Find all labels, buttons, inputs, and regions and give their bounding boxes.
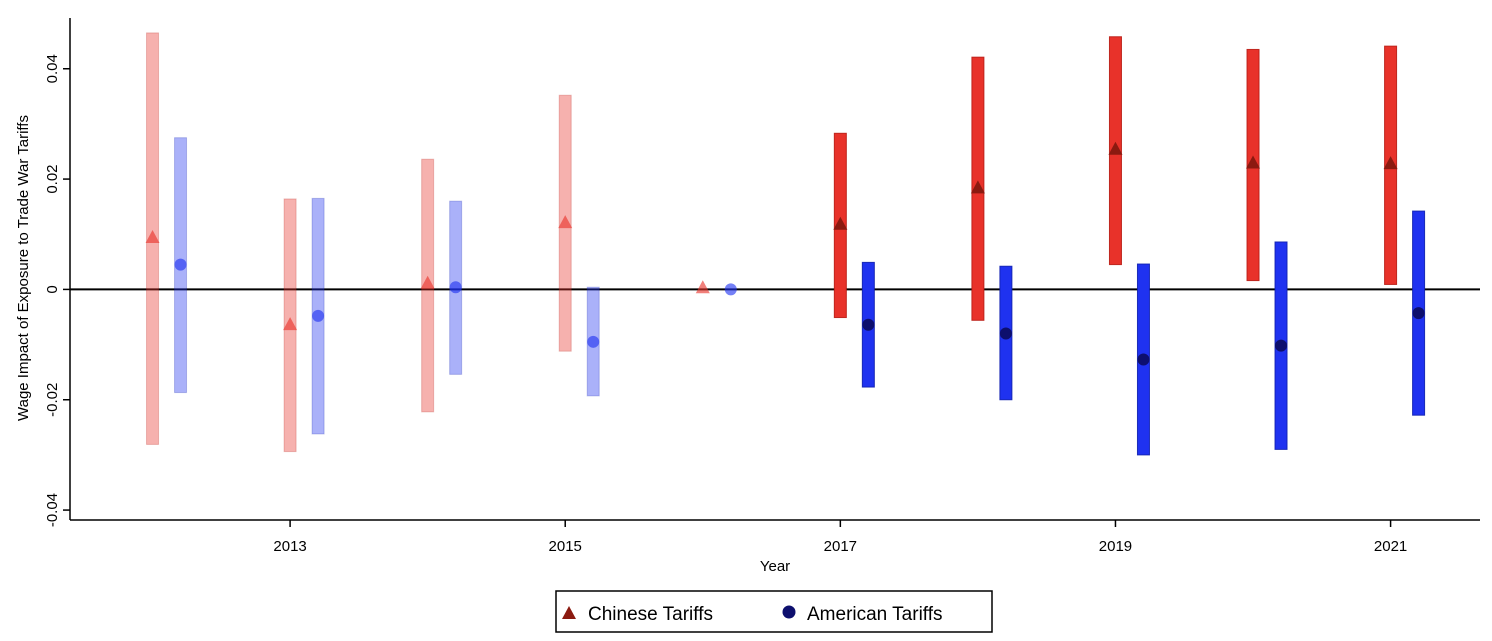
legend-circle-icon bbox=[782, 605, 796, 619]
x-tick-label: 2021 bbox=[1374, 538, 1407, 555]
legend-triangle-icon bbox=[562, 606, 576, 619]
chinese-point-2016 bbox=[695, 280, 710, 294]
y-axis: -0.04 -0.02 0 0.02 0.04 bbox=[44, 18, 71, 527]
y-tick-label: 0 bbox=[44, 285, 61, 293]
american-point-2021 bbox=[1412, 307, 1425, 320]
chinese-point-2021 bbox=[1383, 156, 1398, 170]
y-tick-label: -0.04 bbox=[44, 493, 61, 527]
chinese-point-2020 bbox=[1246, 155, 1261, 169]
american-point-2020 bbox=[1275, 339, 1288, 352]
y-tick-label: 0.02 bbox=[44, 164, 61, 193]
legend-label-american: American Tariffs bbox=[807, 604, 943, 625]
plot-marks bbox=[145, 32, 1426, 456]
x-tick-label: 2017 bbox=[824, 538, 857, 555]
american-point-2015 bbox=[587, 335, 600, 348]
chinese-point-2018 bbox=[970, 180, 985, 194]
chinese-point-2012 bbox=[145, 230, 160, 244]
x-axis-label: Year bbox=[760, 558, 790, 575]
chinese-point-2017 bbox=[833, 216, 848, 230]
legend: Chinese Tariffs American Tariffs bbox=[555, 590, 993, 633]
legend-box bbox=[555, 590, 993, 633]
american-point-2018 bbox=[999, 327, 1012, 340]
y-axis-label: Wage Impact of Exposure to Trade War Tar… bbox=[15, 115, 32, 421]
x-tick-label: 2013 bbox=[273, 538, 306, 555]
american-point-2012 bbox=[174, 258, 187, 271]
y-tick-label: 0.04 bbox=[44, 54, 61, 83]
y-tick-label: -0.02 bbox=[44, 383, 61, 417]
chinese-point-2014 bbox=[420, 275, 435, 289]
american-point-2014 bbox=[449, 281, 462, 294]
x-tick-label: 2019 bbox=[1099, 538, 1132, 555]
american-point-2013 bbox=[312, 309, 325, 322]
legend-label-chinese: Chinese Tariffs bbox=[588, 604, 713, 625]
x-tick-label: 2015 bbox=[549, 538, 582, 555]
american-point-2017 bbox=[862, 318, 875, 331]
x-axis: 2013 2015 2017 2019 2021 bbox=[70, 519, 1480, 555]
chinese-point-2013 bbox=[283, 317, 298, 331]
american-point-2016 bbox=[724, 283, 737, 296]
chinese-point-2019 bbox=[1108, 141, 1123, 155]
american-point-2019 bbox=[1137, 353, 1150, 366]
chinese-point-2015 bbox=[558, 215, 573, 229]
